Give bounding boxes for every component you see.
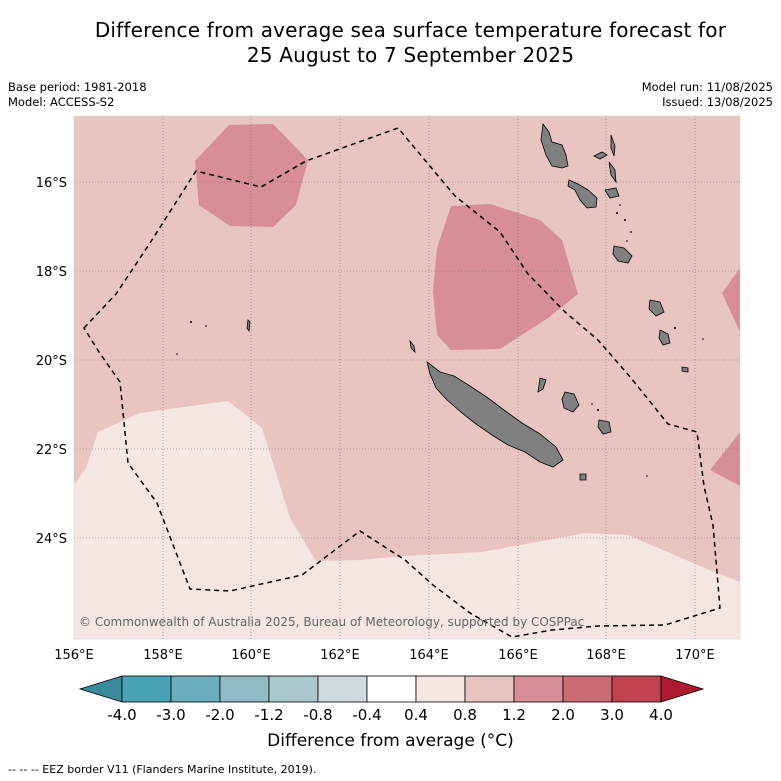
colorbar-tick: -3.0: [156, 706, 185, 724]
base-period: Base period: 1981-2018: [8, 80, 147, 94]
anomaly-band-1.2-2.0-east-lower: [710, 432, 740, 486]
vanuatu-efate: [612, 245, 633, 264]
loyalty-lifou: [561, 391, 580, 413]
anomaly-band-1.2-2.0-northwest: [195, 124, 308, 227]
colorbar-tick: 1.2: [502, 706, 526, 724]
lon-label: 166°E: [498, 648, 538, 663]
vanuatu-epi: [604, 187, 620, 199]
colorbar-tick: -0.8: [303, 706, 332, 724]
model-name: Model: ACCESS-S2: [8, 95, 115, 109]
model-run: Model run: 11/08/2025: [641, 80, 773, 94]
vanuatu-erromango: [648, 299, 665, 317]
lon-label: 170°E: [675, 648, 715, 663]
map-frame: [73, 115, 741, 640]
colorbar-segment: [317, 675, 368, 703]
title-line-1: Difference from average sea surface temp…: [94, 18, 727, 42]
colorbar-segment: [513, 675, 564, 703]
colorbar-tick: -2.0: [205, 706, 234, 724]
isle-of-pines: [579, 473, 587, 481]
lat-label: 22°S: [36, 443, 67, 458]
vanuatu-ambae: [593, 151, 608, 160]
vanuatu-pentecost: [608, 161, 617, 184]
lon-label: 160°E: [231, 648, 271, 663]
eez-border: [83, 127, 721, 638]
colorbar-title: Difference from average (°C): [267, 731, 514, 751]
issued-date: Issued: 13/08/2025: [662, 95, 773, 109]
colorbar-segment: [366, 675, 417, 703]
vanuatu-espiritu-santo: [540, 122, 569, 169]
small-islets: [176, 204, 704, 477]
anomaly-band-1.2-2.0-east-upper: [722, 268, 740, 332]
lon-label: 168°E: [586, 648, 626, 663]
colorbar-tick: -1.2: [254, 706, 283, 724]
lon-label: 156°E: [54, 648, 94, 663]
colorbar-tick: -0.4: [352, 706, 381, 724]
colorbar-segment: [464, 675, 515, 703]
graticule: [74, 116, 740, 639]
lon-label: 162°E: [320, 648, 360, 663]
latitude-labels: 16°S 18°S 20°S 22°S 24°S: [36, 176, 67, 547]
colorbar-segment: [562, 675, 613, 703]
colorbar-ticks: -4.0 -3.0 -2.0 -1.2 -0.8 -0.4 0.4 0.8 1.…: [107, 706, 673, 724]
colorbar-tick: 4.0: [649, 706, 673, 724]
colorbar-tick: -4.0: [107, 706, 136, 724]
new-caledonia: [426, 360, 564, 468]
colorbar-segment: [611, 675, 662, 703]
colorbar-segment: [121, 675, 172, 703]
colorbar-segment: [219, 675, 270, 703]
lon-label: 158°E: [143, 648, 183, 663]
vanuatu-maewo: [610, 134, 616, 157]
vanuatu-tanna: [658, 329, 671, 346]
colorbar-tick: 3.0: [600, 706, 624, 724]
land: [246, 122, 689, 481]
map-title: Difference from average sea surface temp…: [40, 18, 781, 68]
lat-label: 20°S: [36, 354, 67, 369]
colorbar-segment: [268, 675, 319, 703]
meta-right: Model run: 11/08/2025 Issued: 13/08/2025: [642, 80, 773, 110]
colorbar-segment: [415, 675, 466, 703]
meta-left: Base period: 1981-2018 Model: ACCESS-S2: [8, 80, 147, 110]
colorbar-segments: [78, 675, 705, 703]
chesterfield: [246, 319, 251, 333]
lat-label: 16°S: [36, 176, 67, 191]
loyalty-ouvea: [537, 377, 547, 393]
colorbar-tick: 0.8: [453, 706, 477, 724]
colorbar-extend-high: [660, 675, 705, 703]
anomaly-band-0.4-0.8: [74, 401, 740, 639]
colorbar-tick: 0.4: [404, 706, 428, 724]
colorbar-extend-low: [78, 675, 123, 703]
lon-label: 164°E: [409, 648, 449, 663]
colorbar: -4.0 -3.0 -2.0 -1.2 -0.8 -0.4 0.4 0.8 1.…: [78, 675, 705, 724]
colorbar-tick: 2.0: [551, 706, 575, 724]
title-line-2: 25 August to 7 September 2025: [246, 43, 575, 67]
copyright-text: © Commonwealth of Australia 2025, Bureau…: [79, 615, 584, 629]
eez-footer: -- -- -- EEZ border V11 (Flanders Marine…: [8, 763, 317, 776]
lat-label: 18°S: [36, 265, 67, 280]
anomaly-band-1.2-2.0-central: [433, 204, 578, 350]
map-area: [74, 116, 740, 639]
belep: [409, 339, 416, 354]
loyalty-mare: [597, 419, 612, 435]
vanuatu-malakula: [567, 179, 598, 209]
aneityum: [681, 366, 689, 373]
longitude-labels: 156°E 158°E 160°E 162°E 164°E 166°E 168°…: [54, 648, 715, 663]
lat-label: 24°S: [36, 532, 67, 547]
colorbar-segment: [170, 675, 221, 703]
